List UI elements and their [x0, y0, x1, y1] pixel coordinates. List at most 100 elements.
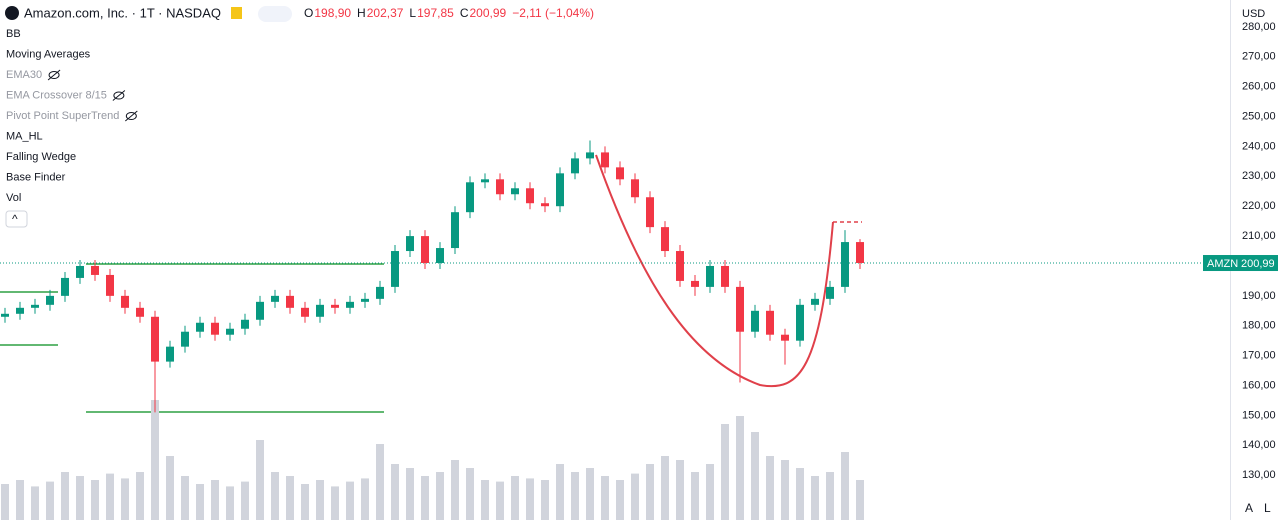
volume-bar	[691, 472, 699, 520]
candle-body	[271, 295, 279, 302]
annotations	[0, 154, 862, 413]
volume-bar	[1, 484, 9, 520]
volume-bar	[406, 468, 414, 520]
currency[interactable]: USD	[1242, 8, 1265, 20]
volume-bar	[556, 464, 564, 520]
y-tick-label: 190,00	[1242, 290, 1276, 302]
volume-bar	[676, 460, 684, 520]
hidden-icon	[112, 90, 126, 101]
candle-body	[31, 304, 39, 308]
volume-bar	[586, 468, 594, 520]
candle-body	[691, 280, 699, 287]
candle-body	[211, 322, 219, 335]
volume-bar	[541, 480, 549, 520]
flag	[231, 7, 242, 19]
candle-body	[541, 203, 549, 207]
candle-body	[361, 298, 369, 302]
volume-bar	[106, 473, 114, 520]
volume-bar	[421, 476, 429, 520]
volume-bar	[151, 400, 159, 520]
candle-body	[61, 277, 69, 296]
candle-body	[121, 295, 129, 308]
y-tick-label: 160,00	[1242, 379, 1276, 391]
volume-bar	[316, 480, 324, 520]
y-tick-label: 150,00	[1242, 409, 1276, 421]
candle-body	[556, 173, 564, 207]
candle-body	[346, 301, 354, 308]
candle-body	[286, 295, 294, 308]
y-tick-label: 240,00	[1242, 140, 1276, 152]
scale-button[interactable]: A	[1245, 501, 1253, 515]
volume-bar	[766, 456, 774, 520]
change: −2,11 (−1,04%)	[512, 6, 594, 20]
y-tick-label: 210,00	[1242, 230, 1276, 242]
volume-bar	[256, 440, 264, 520]
candle-body	[811, 298, 819, 305]
indicator[interactable]: Pivot Point SuperTrend	[6, 110, 119, 122]
candle-body	[631, 179, 639, 198]
candle-body	[661, 227, 669, 252]
y-tick-label: 270,00	[1242, 51, 1276, 63]
volume-bar	[121, 478, 129, 520]
volume-bar	[631, 473, 639, 520]
logo	[5, 6, 19, 20]
volume-bar	[241, 481, 249, 520]
volume-bar	[166, 456, 174, 520]
indicator[interactable]: Base Finder	[6, 171, 66, 183]
last-price-box	[1203, 255, 1278, 272]
y-tick-label: 180,00	[1242, 320, 1276, 332]
volume-bar	[571, 472, 579, 520]
candle-body	[571, 158, 579, 174]
volume-bar	[796, 468, 804, 520]
ohlc-value: 197,85	[417, 6, 454, 20]
indicator[interactable]: Falling Wedge	[6, 151, 76, 163]
indicator[interactable]: EMA Crossover 8/15	[6, 89, 107, 101]
indicator[interactable]: BB	[6, 28, 21, 40]
volume-bar	[721, 424, 729, 520]
candle-body	[226, 328, 234, 335]
indicator[interactable]: Moving Averages	[6, 48, 91, 60]
volume-bar	[706, 464, 714, 520]
volume-bar	[466, 468, 474, 520]
candle-body	[76, 265, 84, 278]
volume-bar	[346, 481, 354, 520]
hidden-icon	[125, 112, 137, 120]
toggle[interactable]	[258, 6, 292, 22]
indicator[interactable]: EMA30	[6, 69, 42, 81]
volume-bar	[661, 456, 669, 520]
ohlc-key: C	[460, 6, 469, 20]
candle-body	[586, 152, 594, 159]
volume-bar	[136, 472, 144, 520]
candle-body	[391, 251, 399, 287]
y-tick-label: 130,00	[1242, 469, 1276, 481]
volume-bar	[736, 416, 744, 520]
hidden-icon	[113, 91, 125, 100]
indicator[interactable]: Vol	[6, 192, 21, 204]
scale-button[interactable]: L	[1264, 501, 1271, 515]
indicator[interactable]: MA_HL	[6, 130, 43, 142]
y-tick-label: 140,00	[1242, 439, 1276, 451]
volume-bar	[751, 432, 759, 520]
cup-curve	[595, 154, 834, 388]
candle-body	[676, 251, 684, 281]
ohlc-value: 202,37	[367, 6, 404, 20]
candle-body	[466, 182, 474, 213]
y-tick-label: 220,00	[1242, 200, 1276, 212]
volume-bar	[91, 480, 99, 520]
candle-body	[181, 331, 189, 347]
candle-body	[331, 304, 339, 308]
candle-body	[496, 179, 504, 195]
candle-body	[406, 236, 414, 252]
collapse-icon: ^	[12, 212, 18, 226]
volume-bar	[211, 480, 219, 520]
collapse-button[interactable]	[5, 210, 28, 228]
volume-bar	[226, 486, 234, 520]
hidden-icon	[125, 110, 138, 122]
volume-bar	[46, 481, 54, 520]
candle-body	[616, 167, 624, 180]
candle-body	[826, 286, 834, 299]
volume-bar	[76, 476, 84, 520]
volume-bar	[436, 472, 444, 520]
y-tick-label: 170,00	[1242, 350, 1276, 362]
